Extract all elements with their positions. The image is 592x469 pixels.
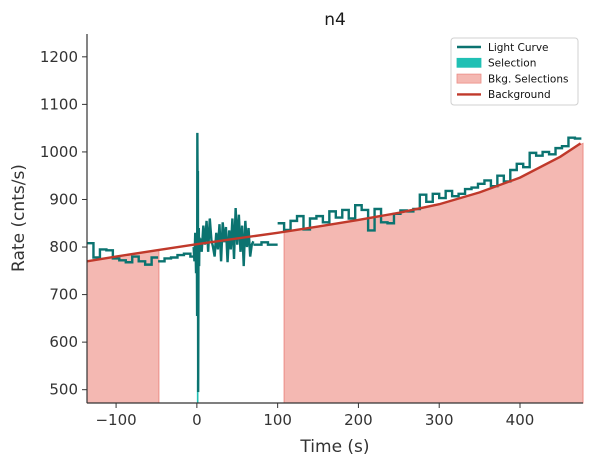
legend-label: Bkg. Selections <box>488 73 568 85</box>
y-tick-label: 1000 <box>40 143 78 161</box>
legend-label: Selection <box>488 58 536 70</box>
legend-label: Background <box>488 89 551 101</box>
x-tick-label: 300 <box>425 411 454 429</box>
axes: −100 0 100 200 300 400 500 600 700 800 900 1000 110… <box>40 34 583 429</box>
x-tick-label: 0 <box>192 411 202 429</box>
x-tick-label: −100 <box>95 411 136 429</box>
y-tick-label: 1200 <box>40 48 78 66</box>
x-tick-label: 400 <box>506 411 535 429</box>
light-curve-segment-3 <box>192 132 255 393</box>
light-curve-segment-1 <box>87 242 159 266</box>
background-fit-line <box>86 142 582 263</box>
light-curve-segment-2 <box>158 252 194 263</box>
legend-swatch <box>456 57 482 68</box>
y-axis-label: Rate (cnts/s) <box>9 164 29 272</box>
bkg-selection-region-1 <box>86 249 160 404</box>
x-tick-label: 200 <box>344 411 373 429</box>
light-curve-segment-4 <box>253 241 278 246</box>
legend: Light Curve Selection Bkg. Selections Backg… <box>450 37 579 106</box>
x-axis-ticks: −100 0 100 200 300 400 <box>95 403 534 429</box>
x-tick-label: 100 <box>263 411 292 429</box>
y-axis-ticks: 500 600 700 800 900 1000 1100 1200 <box>40 48 87 399</box>
chart-title: n4 <box>324 10 346 30</box>
y-tick-label: 600 <box>49 333 78 351</box>
plot-area <box>86 132 584 404</box>
y-tick-label: 700 <box>49 286 78 304</box>
legend-box <box>450 37 579 106</box>
legend-swatch <box>456 73 482 84</box>
bkg-selection-region-2 <box>283 142 584 404</box>
y-tick-label: 500 <box>49 381 78 399</box>
y-tick-label: 900 <box>49 190 78 208</box>
light-curve-segment-5 <box>277 136 582 232</box>
y-tick-label: 800 <box>49 238 78 256</box>
y-tick-label: 1100 <box>40 95 78 113</box>
x-axis-label: Time (s) <box>299 437 369 457</box>
legend-label: Light Curve <box>488 42 549 54</box>
